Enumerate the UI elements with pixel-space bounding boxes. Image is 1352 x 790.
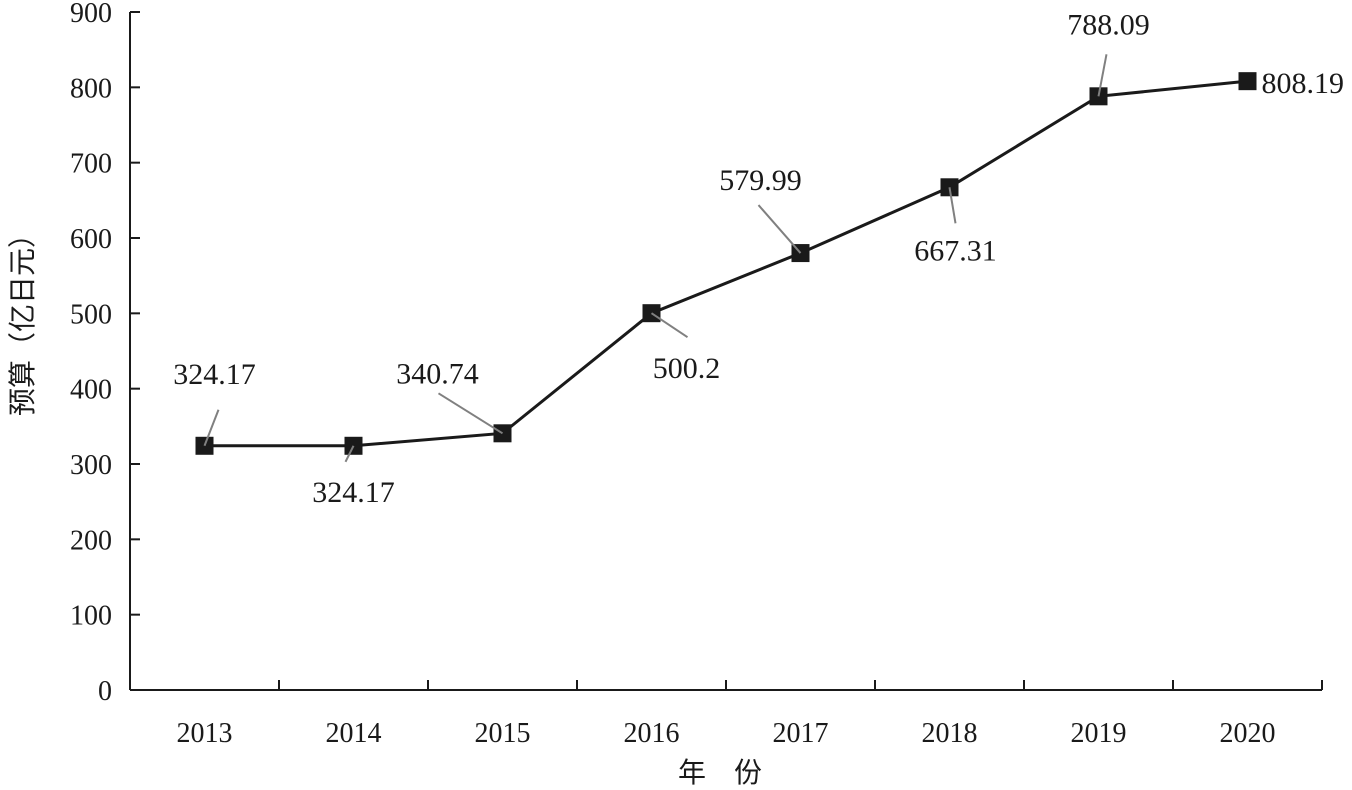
label-leader-line <box>757 204 802 254</box>
y-tick-label: 600 <box>70 224 112 255</box>
y-tick-label: 300 <box>70 450 112 481</box>
x-tick-label: 2017 <box>773 718 829 749</box>
y-tick-label: 500 <box>70 299 112 330</box>
data-labels: 324.17 324.17 340.74 500.2 579.99 667.31 788.0… <box>173 8 1344 508</box>
label-leader-line <box>1097 54 1108 97</box>
label-leader-line <box>437 392 504 435</box>
label-leader-line <box>650 312 689 339</box>
x-axis-title: 年 份 <box>678 756 762 789</box>
data-label: 667.31 <box>914 234 997 267</box>
x-tick-label: 2018 <box>922 718 978 749</box>
data-point-marker <box>1238 72 1257 91</box>
series-line <box>204 79 1248 448</box>
label-leader-line <box>344 445 355 463</box>
data-label: 324.17 <box>173 358 256 391</box>
x-tick-label: 2014 <box>326 718 382 749</box>
series <box>195 72 1257 455</box>
data-label: 324.17 <box>312 476 395 509</box>
x-tick-label: 2016 <box>624 718 680 749</box>
x-tick-label: 2020 <box>1220 718 1276 749</box>
data-label: 808.19 <box>1262 67 1345 100</box>
label-leader-line <box>948 187 957 224</box>
label-leader-line <box>203 409 220 447</box>
data-label: 340.74 <box>396 357 479 390</box>
y-tick-label: 400 <box>70 375 112 406</box>
y-axis: 0 100 200 300 400 500 600 700 800 900 <box>70 0 140 707</box>
x-tick-label: 2019 <box>1071 718 1127 749</box>
y-tick-label: 900 <box>70 0 112 29</box>
y-tick-label: 100 <box>70 601 112 632</box>
data-label: 788.09 <box>1067 8 1150 41</box>
x-tick-label: 2015 <box>475 718 531 749</box>
y-tick-label: 200 <box>70 525 112 556</box>
x-tick-label: 2013 <box>177 718 233 749</box>
data-label: 500.2 <box>653 352 721 385</box>
y-tick-label: 700 <box>70 149 112 180</box>
y-tick-label: 800 <box>70 73 112 104</box>
y-tick-label: 0 <box>98 676 112 707</box>
x-axis: 2013 2014 2015 2016 2017 2018 2019 2020 <box>129 680 1323 749</box>
data-label: 579.99 <box>719 164 802 197</box>
y-axis-title: 预算（亿日元） <box>6 220 39 416</box>
